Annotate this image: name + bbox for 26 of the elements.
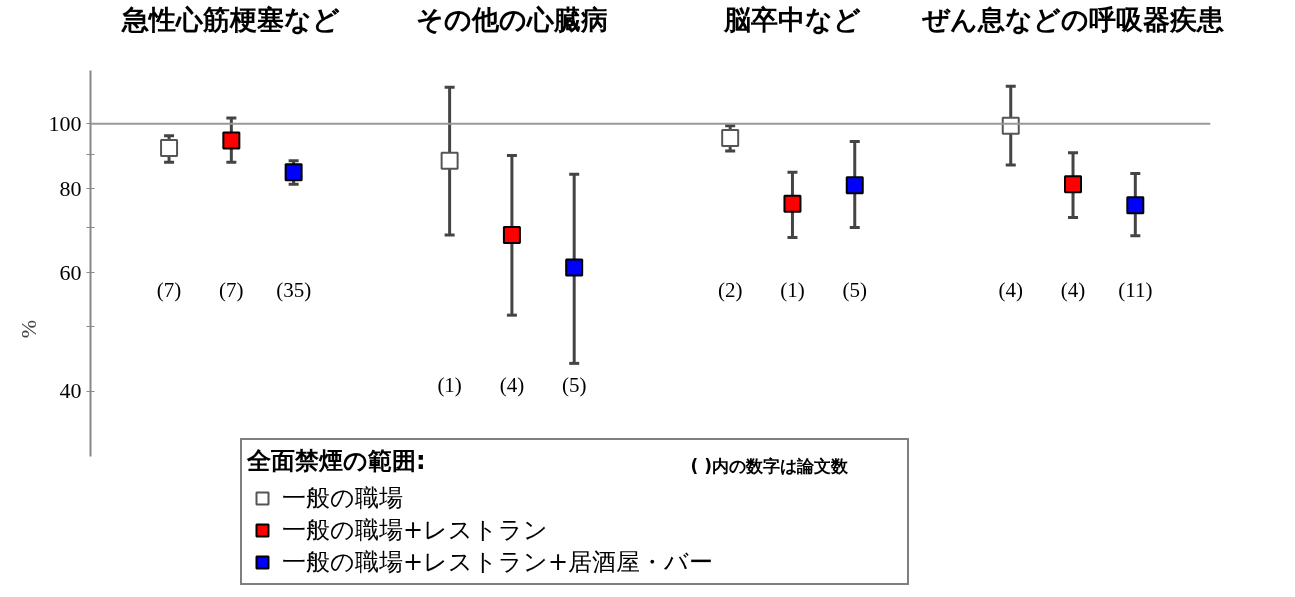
annotation: (4) <box>1060 278 1086 303</box>
annotation: (7) <box>156 278 182 303</box>
annotation: ( )内の数字は論文数 <box>690 455 849 476</box>
y-tick-label: 40 <box>59 378 82 404</box>
legend-title: 全面禁煙の範囲: <box>247 447 426 475</box>
annotation: (1) <box>437 372 462 397</box>
y-tick-label: 60 <box>59 259 82 285</box>
annotation: (35) <box>276 278 312 303</box>
y-tick-label: 80 <box>59 175 82 201</box>
annotation: (7) <box>219 278 244 303</box>
annotation: (5) <box>561 372 587 397</box>
annotation: (2) <box>717 278 743 303</box>
x-tick-label: その他の心臓病 <box>415 3 608 35</box>
y-tick-label: 100 <box>48 110 82 136</box>
x-tick-label: ぜん息などの呼吸器疾患 <box>921 3 1225 35</box>
x-tick-label: 急性心筋梗塞など <box>121 3 341 35</box>
annotation: (11) <box>1118 278 1153 303</box>
y-axis-title: % <box>15 319 41 339</box>
annotation: (4) <box>998 278 1023 303</box>
legend-label: 一般の職場+レストラン+居酒屋・バー <box>282 547 715 578</box>
annotation: (1) <box>780 278 805 303</box>
legend-label: 一般の職場+レストラン <box>282 515 550 546</box>
legend-label: 一般の職場 <box>282 483 404 514</box>
annotation: (5) <box>842 278 868 303</box>
x-tick-label: 脳卒中など <box>722 3 861 35</box>
annotation: (4) <box>499 372 525 397</box>
